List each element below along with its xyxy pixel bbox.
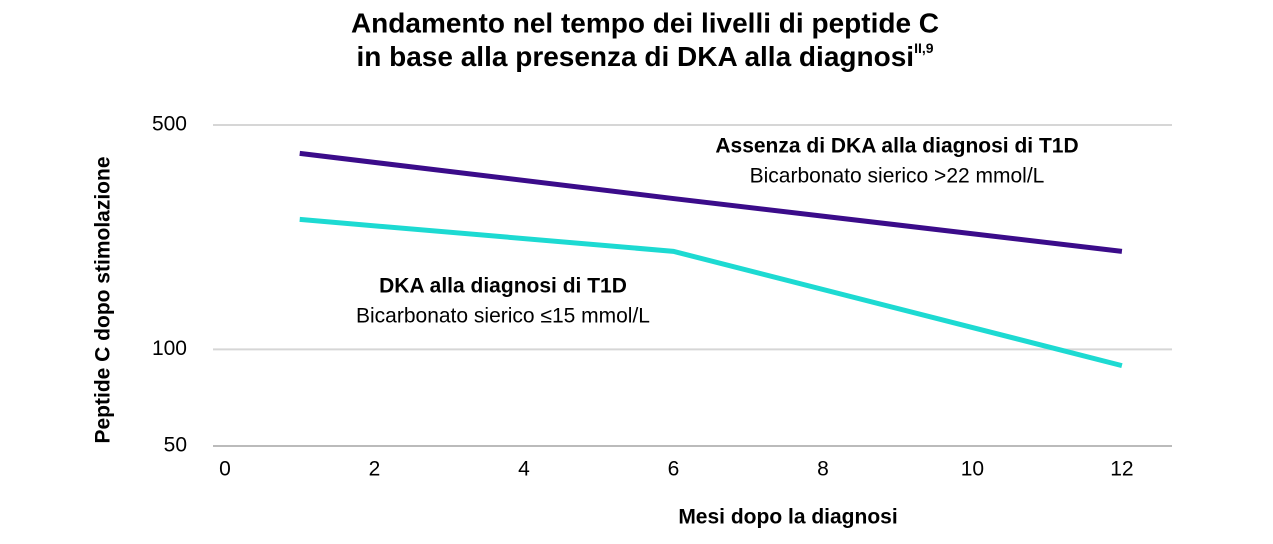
y-axis-label: Peptide C dopo stimolazione	[92, 156, 115, 443]
x-tick-label: 8	[817, 458, 829, 481]
x-tick-label: 4	[518, 458, 530, 481]
chart-title-superscript: II,9	[914, 40, 934, 56]
chart-title-line: Andamento nel tempo dei livelli di pepti…	[351, 7, 939, 38]
chart-title-line: in base alla presenza di DKA alla diagno…	[356, 40, 933, 73]
y-tick-label: 500	[152, 113, 187, 136]
x-tick-label: 2	[369, 458, 381, 481]
y-tick-label: 50	[164, 434, 187, 457]
x-axis-label: Mesi dopo la diagnosi	[678, 506, 897, 529]
series-description: Bicarbonato sierico ≤15 mmol/L	[356, 305, 650, 328]
x-tick-label: 0	[219, 458, 231, 481]
x-tick-label: 6	[668, 458, 680, 481]
series-line	[299, 150, 1123, 254]
chart-title-text: in base alla presenza di DKA alla diagno…	[356, 41, 914, 72]
series-description: Bicarbonato sierico >22 mmol/L	[750, 165, 1045, 188]
x-tick-label: 10	[961, 458, 984, 481]
series-label: Assenza di DKA alla diagnosi di T1D	[715, 135, 1078, 158]
y-tick-label: 100	[152, 337, 187, 360]
series-label: DKA alla diagnosi di T1D	[379, 275, 627, 298]
series-line	[299, 216, 1123, 369]
x-tick-label: 12	[1110, 458, 1133, 481]
